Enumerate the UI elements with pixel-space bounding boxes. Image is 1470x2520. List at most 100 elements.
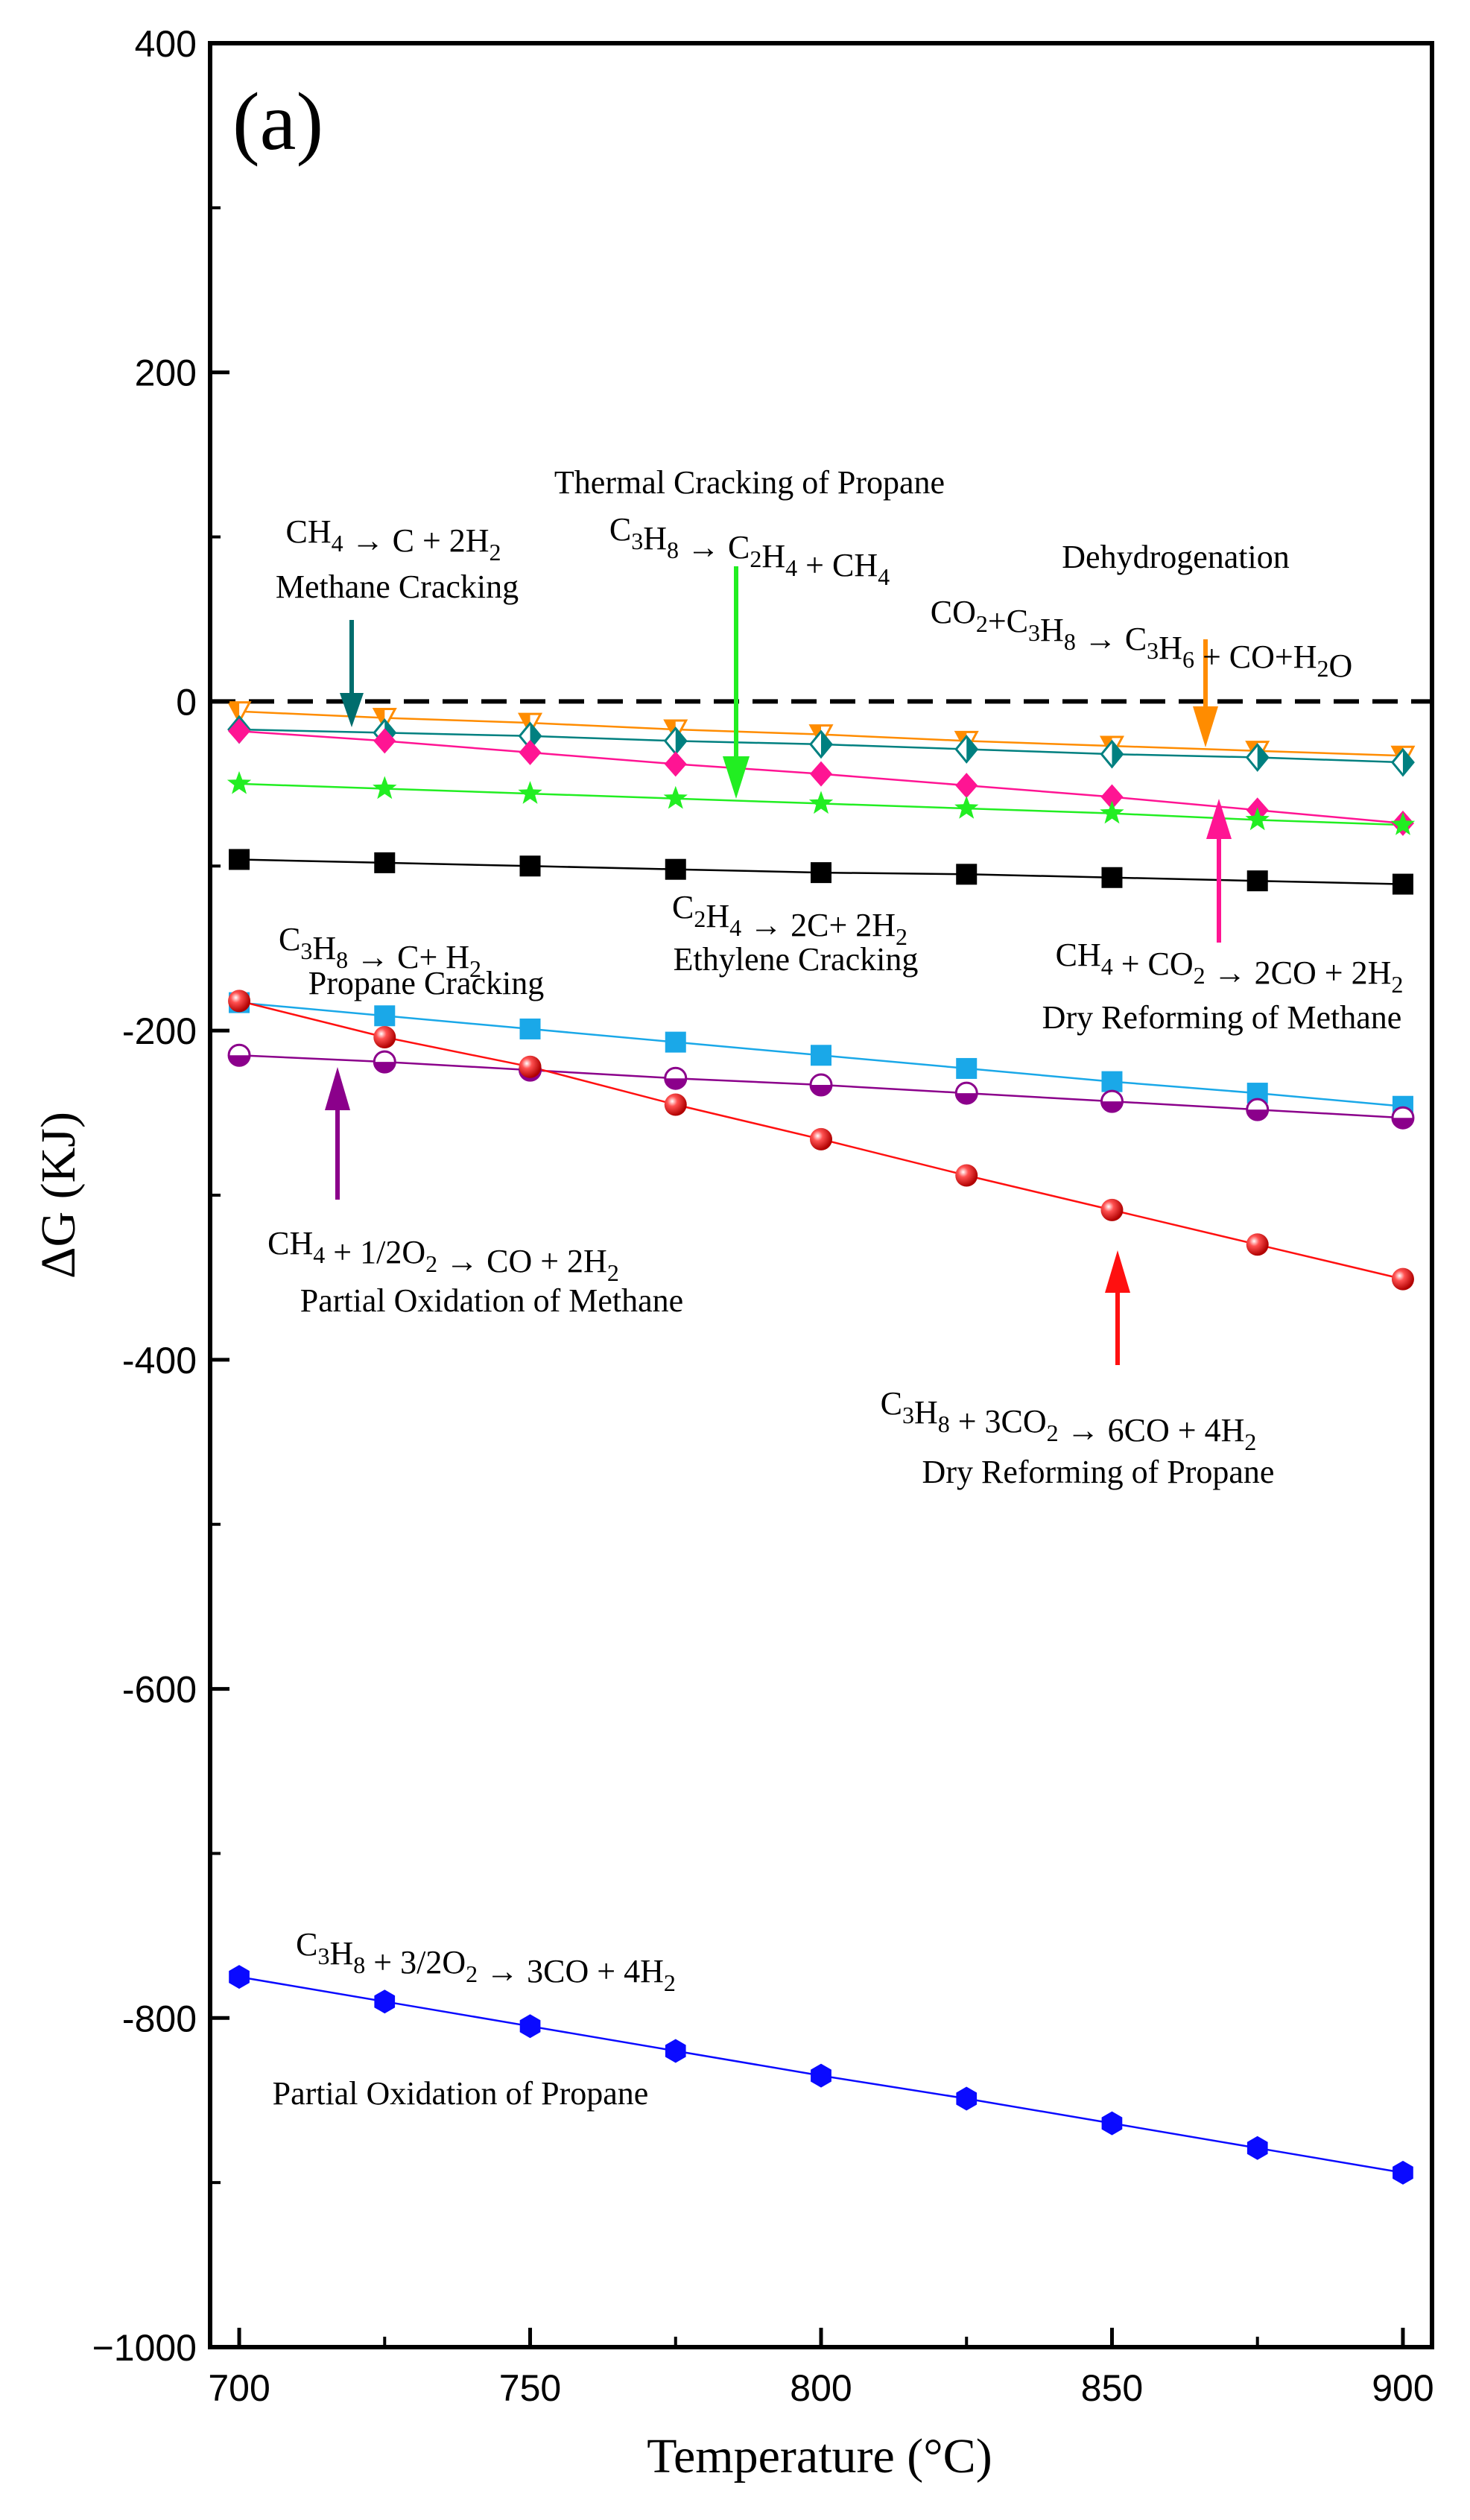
annotation-drm-title: Dry Reforming of Methane [1042, 999, 1402, 1036]
y-tick-label: -200 [122, 1010, 197, 1052]
point-partial-oxidation-of-propane [519, 2014, 541, 2039]
point-dry-reforming-of-propane [664, 1093, 687, 1116]
x-tick-label: 700 [208, 2367, 270, 2409]
annotation-arrows [325, 566, 1232, 1365]
point-partial-oxidation-of-propane [374, 1989, 396, 2014]
point-dry-reforming-of-propane [228, 990, 251, 1013]
point-dry-reforming-of-propane [519, 1055, 542, 1078]
point-methane-cracking [1245, 743, 1270, 772]
arrow-dehydrogenation [1193, 639, 1218, 747]
point-ethylene-cracking [374, 852, 396, 873]
arrow-methane-cracking [340, 620, 364, 727]
point-dry-reforming-of-methane [1100, 784, 1124, 810]
point-partial-oxidation-of-methane [664, 1066, 688, 1090]
point-dry-reforming-of-methane [955, 773, 978, 799]
annotation-ethylene-title: Ethylene Cracking [674, 941, 919, 978]
point-thermal-cracking-of-propane [1245, 807, 1270, 831]
point-thermal-cracking-of-propane [663, 785, 688, 809]
point-partial-oxidation-of-propane [665, 2039, 686, 2063]
annotation-thermal-reaction: C3H8 → C2H4 + CH4 [609, 511, 890, 590]
annotation-propcrack-reaction: C3H8 → C+ H2 [279, 921, 481, 982]
annotation-thermal-title: Thermal Cracking of Propane [554, 464, 945, 501]
point-partial-oxidation-of-propane [956, 2086, 978, 2111]
point-partial-oxidation-of-methane [1246, 1098, 1270, 1121]
annotation-drm-reaction: CH4 + CO2 → 2CO + 2H2 [1056, 937, 1404, 998]
point-propane-cracking [374, 1005, 396, 1027]
point-propane-cracking [665, 1031, 686, 1053]
annotation-pop-reaction: C3H8 + 3/2O2 → 3CO + 4H2 [296, 1926, 676, 1996]
point-dry-reforming-of-propane [955, 1164, 978, 1187]
point-methane-cracking [663, 726, 688, 756]
annotation-pom-title: Partial Oxidation of Methane [300, 1282, 683, 1319]
y-tick-label: -600 [122, 1669, 197, 1711]
y-tick-label: 0 [176, 681, 197, 723]
point-thermal-cracking-of-propane [1100, 800, 1124, 824]
point-dry-reforming-of-propane [373, 1025, 396, 1048]
point-methane-cracking [1100, 739, 1124, 769]
arrow-dry-reforming-methane [1206, 799, 1232, 943]
point-dry-reforming-of-methane [810, 761, 832, 787]
point-ethylene-cracking [665, 858, 686, 880]
point-partial-oxidation-of-methane [954, 1081, 978, 1105]
point-dry-reforming-of-methane [519, 739, 542, 765]
point-propane-cracking [1101, 1071, 1123, 1092]
x-tick-label: 750 [499, 2367, 561, 2409]
point-dry-reforming-of-methane [373, 728, 396, 754]
y-tick-label: 200 [135, 352, 197, 394]
point-dry-reforming-of-methane [664, 751, 687, 777]
point-methane-cracking [809, 729, 833, 759]
annotation-dehyd-reaction: CO2+C3H8 → C3H6 + CO+H2O [931, 594, 1353, 684]
point-ethylene-cracking [956, 864, 978, 885]
x-tick-label: 850 [1081, 2367, 1143, 2409]
point-dry-reforming-of-propane [1391, 1267, 1414, 1291]
point-dehydrogenation [226, 701, 252, 724]
x-tick-label: 800 [790, 2367, 852, 2409]
y-tick-label: -800 [122, 1998, 197, 2039]
point-propane-cracking [811, 1045, 831, 1066]
point-partial-oxidation-of-methane [809, 1073, 833, 1097]
point-dry-reforming-of-methane [228, 718, 251, 744]
point-partial-oxidation-of-propane [811, 2063, 831, 2088]
y-tick-label: -400 [122, 1340, 197, 1381]
point-thermal-cracking-of-propane [226, 770, 252, 794]
axis-ticks [210, 41, 1405, 2349]
annotation-drp-reaction: C3H8 + 3CO2 → 6CO + 4H2 [881, 1385, 1257, 1455]
annotation-propcrack-title: Propane Cracking [308, 965, 544, 1001]
point-methane-cracking [954, 735, 979, 764]
point-thermal-cracking-of-propane [954, 796, 979, 819]
point-ethylene-cracking [1101, 867, 1123, 888]
x-axis-title: Temperature (°C) [647, 2429, 992, 2483]
y-tick-label: −1000 [92, 2327, 197, 2369]
point-dry-reforming-of-propane [810, 1127, 832, 1150]
point-dry-reforming-of-propane [1100, 1198, 1124, 1221]
point-dry-reforming-of-propane [1246, 1233, 1269, 1256]
axis-tick-labels: 700 750 800 850 900 400 200 0 -200 -400 -600 -800 −1… [92, 23, 1434, 2409]
point-ethylene-cracking [1392, 873, 1413, 895]
point-partial-oxidation-of-propane [1393, 2160, 1413, 2185]
panel-label: (a) [232, 76, 323, 167]
point-partial-oxidation-of-propane [1101, 2111, 1123, 2136]
point-methane-cracking [1391, 747, 1415, 777]
annotation-drp-title: Dry Reforming of Propane [922, 1454, 1275, 1490]
arrow-partial-oxidation-methane [325, 1067, 350, 1200]
point-partial-oxidation-of-methane [1391, 1106, 1415, 1130]
point-ethylene-cracking [229, 849, 250, 870]
annotation-methane-reaction: CH4 → C + 2H2 [285, 513, 501, 566]
annotation-pop-title: Partial Oxidation of Propane [273, 2075, 649, 2112]
point-partial-oxidation-of-methane [1100, 1089, 1124, 1113]
point-propane-cracking [519, 1018, 541, 1039]
y-tick-label: 400 [135, 23, 197, 65]
point-partial-oxidation-of-propane [229, 1965, 250, 1989]
annotations: Thermal Cracking of Propane C3H8 → C2H4 … [267, 464, 1403, 2112]
point-ethylene-cracking [1246, 870, 1268, 892]
series-markers [226, 701, 1416, 2185]
point-partial-oxidation-of-methane [227, 1043, 251, 1067]
annotation-ethylene-reaction: C2H4 → 2C+ 2H2 [672, 889, 907, 950]
point-thermal-cracking-of-propane [373, 776, 397, 800]
point-thermal-cracking-of-propane [1390, 812, 1416, 835]
arrow-dry-reforming-propane [1105, 1250, 1130, 1365]
point-thermal-cracking-of-propane [518, 781, 542, 804]
point-partial-oxidation-of-propane [1246, 2136, 1268, 2160]
point-ethylene-cracking [811, 862, 831, 884]
